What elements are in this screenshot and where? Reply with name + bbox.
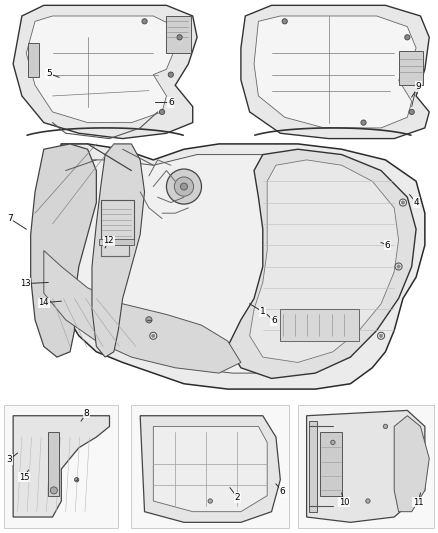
Polygon shape (153, 426, 267, 512)
Text: 2: 2 (235, 493, 240, 502)
Circle shape (366, 499, 370, 503)
Circle shape (208, 499, 212, 503)
Text: 9: 9 (416, 82, 422, 91)
Bar (399, 51, 423, 85)
Text: 3: 3 (7, 455, 13, 464)
Circle shape (401, 201, 405, 204)
Polygon shape (254, 16, 416, 128)
Bar (101, 200, 134, 240)
Bar (309, 421, 317, 512)
Circle shape (152, 334, 155, 337)
Polygon shape (131, 405, 289, 528)
Text: 1: 1 (260, 308, 266, 316)
Polygon shape (57, 155, 407, 373)
Polygon shape (13, 5, 197, 139)
Circle shape (409, 109, 414, 115)
Text: 11: 11 (413, 498, 424, 506)
Polygon shape (250, 160, 399, 362)
Polygon shape (241, 5, 429, 139)
Text: 10: 10 (339, 498, 350, 506)
Circle shape (159, 109, 165, 115)
Text: 12: 12 (103, 237, 114, 245)
Text: 15: 15 (19, 473, 29, 481)
Circle shape (405, 35, 410, 40)
Circle shape (399, 199, 406, 206)
Polygon shape (307, 410, 425, 522)
Circle shape (397, 265, 400, 268)
Text: 6: 6 (271, 317, 277, 325)
Text: 6: 6 (279, 487, 286, 496)
Bar (320, 432, 342, 496)
Polygon shape (31, 144, 96, 357)
Circle shape (174, 177, 194, 196)
Circle shape (50, 487, 57, 494)
Circle shape (177, 35, 182, 40)
Text: 14: 14 (39, 298, 49, 307)
Polygon shape (140, 416, 280, 522)
Polygon shape (44, 144, 425, 389)
Text: 8: 8 (84, 409, 90, 417)
Bar (48, 432, 59, 496)
Circle shape (331, 440, 335, 445)
Polygon shape (394, 416, 429, 512)
Polygon shape (26, 16, 175, 123)
Circle shape (361, 120, 366, 125)
Bar (280, 309, 359, 341)
Polygon shape (92, 144, 145, 357)
Circle shape (180, 183, 187, 190)
Circle shape (383, 424, 388, 429)
Polygon shape (44, 251, 241, 373)
Text: 6: 6 (168, 98, 174, 107)
Bar (28, 43, 39, 77)
Circle shape (166, 169, 201, 204)
Text: 5: 5 (46, 69, 52, 78)
Circle shape (168, 72, 173, 77)
Polygon shape (13, 416, 110, 517)
Circle shape (378, 332, 385, 340)
Polygon shape (298, 405, 434, 528)
Circle shape (150, 332, 157, 340)
Polygon shape (228, 149, 416, 378)
Text: 7: 7 (7, 214, 13, 223)
Text: 4: 4 (413, 198, 419, 207)
Circle shape (146, 317, 152, 323)
Circle shape (379, 334, 383, 337)
Circle shape (142, 19, 147, 24)
Text: 6: 6 (385, 241, 391, 249)
Polygon shape (4, 405, 118, 528)
Circle shape (282, 19, 287, 24)
Circle shape (395, 263, 402, 270)
Bar (99, 239, 134, 245)
Circle shape (74, 478, 79, 482)
Text: 13: 13 (20, 279, 31, 288)
Bar (166, 16, 191, 53)
